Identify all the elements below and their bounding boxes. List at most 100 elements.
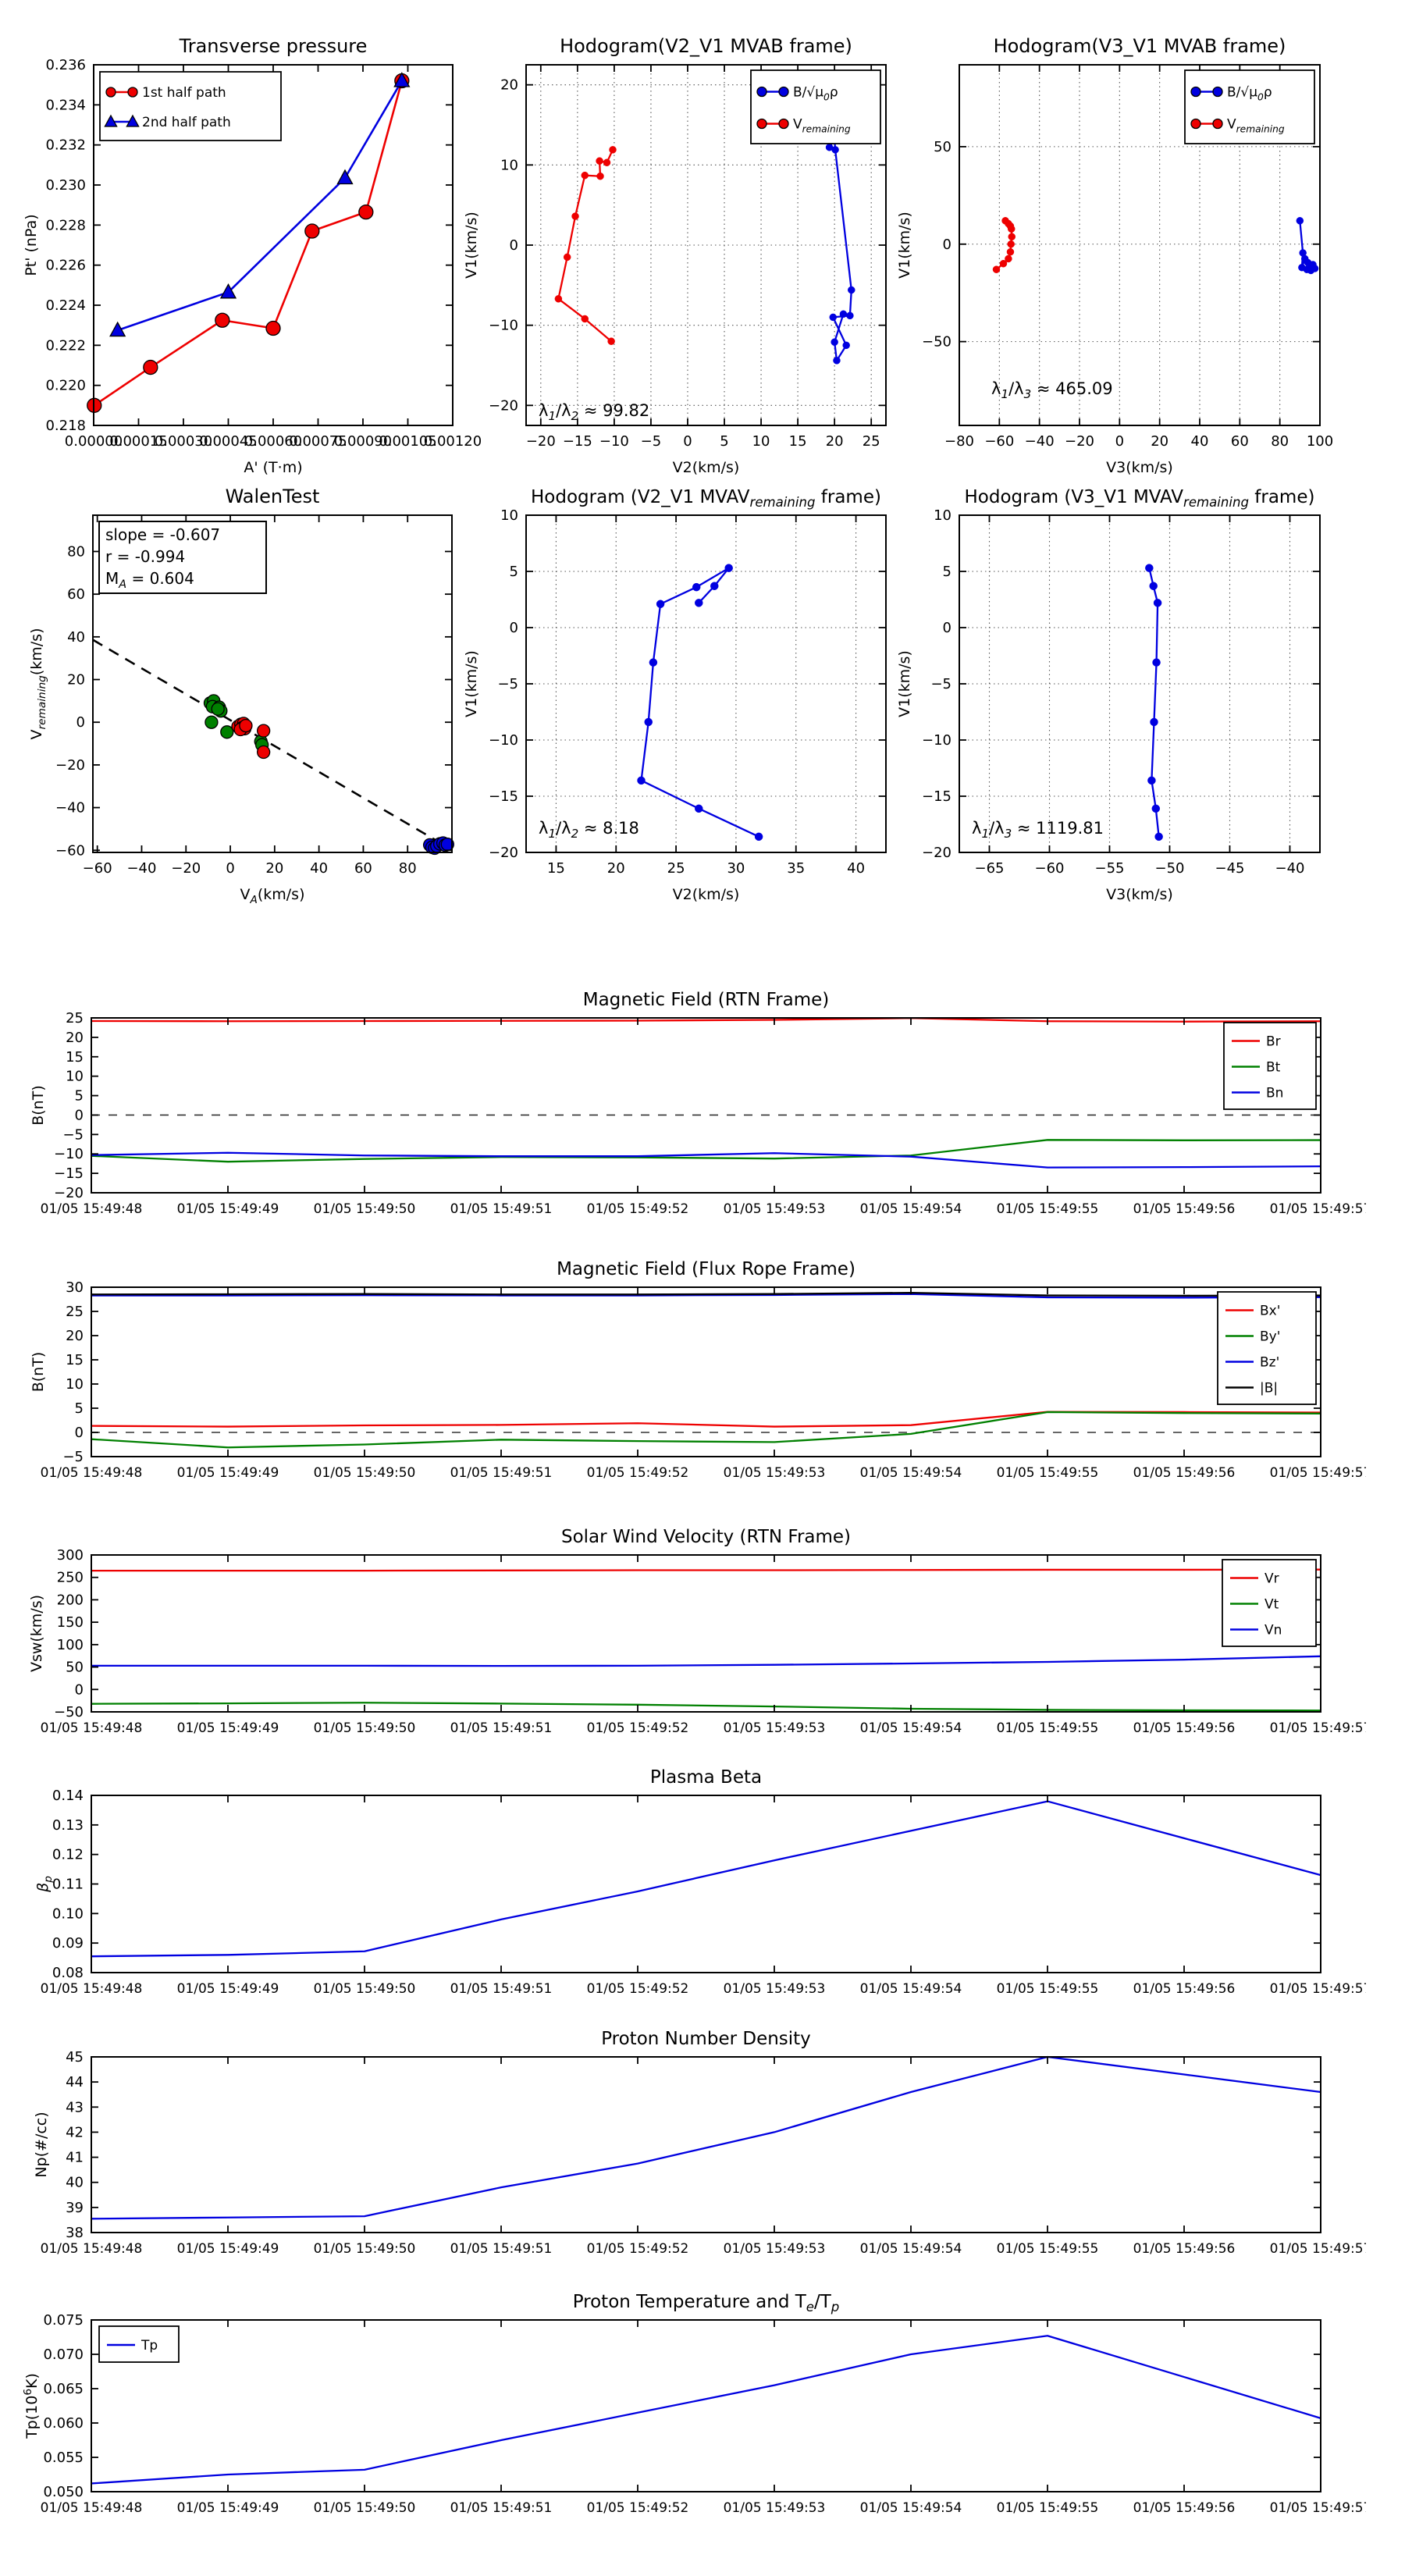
legend-label: |B|: [1260, 1381, 1278, 1397]
axes-frame: [91, 2319, 1321, 2492]
x-tick-label: 80: [399, 860, 417, 877]
y-tick-label: 150: [57, 1614, 84, 1631]
y-tick-label: −10: [54, 1146, 84, 1162]
x-tick-label: −20: [171, 860, 201, 877]
chart-hodogram-v2v1-mvav: 15 20 25 30 35 40 −20 −15 −10 −5 0 5 10 Hodogram (V2_…: [432, 465, 931, 930]
y-tick-label: 44: [66, 2074, 84, 2090]
axes-frame: [91, 1017, 1321, 1194]
y-tick-label: −15: [922, 788, 951, 805]
circle-marker: [1212, 118, 1223, 130]
chart-title: Plasma Beta: [650, 1767, 762, 1788]
y-tick-label: 60: [67, 586, 85, 603]
x-tick-label: 0.00105: [379, 433, 436, 450]
x-tick-label: −45: [1215, 860, 1245, 877]
series-b: [1296, 217, 1319, 275]
x-tick-label: 01/05 15:49:52: [587, 2241, 689, 2257]
x-tick-label: 01/05 15:49:51: [450, 1981, 553, 1997]
legend: Br Bt Bn: [1223, 1022, 1317, 1110]
circle-marker: [831, 146, 839, 154]
legend-label: B/√μ0ρ: [1227, 85, 1272, 103]
y-axis-label: B(nT): [30, 1352, 47, 1393]
triangle-marker: [393, 72, 411, 87]
x-axis-label: V3(km/s): [1106, 459, 1173, 476]
chart-svg-walen-test: −60 −40 −20 0 20 40 60 80 −60 −40 −20 0 20 40 60 80 Wale…: [28, 486, 454, 906]
y-tick-label: −5: [62, 1126, 84, 1143]
series-vremaining: [992, 217, 1016, 273]
y-tick-label: −20: [922, 845, 951, 861]
annotation: λ1/λ2 ≈ 8.18: [539, 819, 639, 841]
x-tick-label: 01/05 15:49:50: [314, 1201, 416, 1217]
y-tick-label: −50: [922, 334, 951, 350]
x-tick-label: 01/05 15:49:55: [997, 1465, 1099, 1481]
x-tick-label: 01/05 15:49:50: [314, 2241, 416, 2257]
legend-label: Bn: [1266, 1086, 1283, 1101]
circle-marker: [563, 253, 571, 262]
y-tick-label: −10: [922, 732, 951, 749]
circle-marker: [839, 310, 848, 318]
y-tick-label: 0.070: [43, 2347, 84, 2363]
y-tick-label: −20: [54, 1185, 84, 1201]
circle-marker: [756, 118, 767, 130]
chart-hodogram-v2v1-mvab: −20 −15 −10 −5 0 5 10 15 20 25 −20 −10 0 10 20 Hodogram…: [432, 15, 931, 503]
circle-marker: [695, 804, 703, 813]
x-tick-label: 10: [752, 433, 770, 450]
x-tick-label: 01/05 15:49:55: [997, 1201, 1099, 1217]
series-beta: [91, 1800, 1321, 1958]
circle-marker: [581, 315, 589, 323]
tick-marks: [526, 514, 886, 853]
y-tick-label: 10: [66, 1376, 84, 1393]
chart-svg-hodogram-v2v1-mvab: −20 −15 −10 −5 0 5 10 15 20 25 −20 −10 0 10 20 Hodogram…: [463, 35, 887, 476]
x-tick-label: 20: [265, 860, 283, 877]
y-tick-label: 5: [943, 564, 951, 580]
y-tick-label: 20: [67, 672, 85, 688]
x-tick-label: 01/05 15:49:53: [724, 1981, 826, 1997]
x-tick-label: 01/05 15:49:56: [1133, 1465, 1236, 1481]
x-tick-label: 01/05 15:49:54: [860, 1465, 962, 1481]
y-tick-label: −10: [489, 318, 518, 334]
y-tick-label: 38: [66, 2225, 84, 2241]
x-tick-label: 30: [727, 860, 745, 877]
circle-marker: [756, 86, 767, 98]
y-tick-label: 43: [66, 2099, 84, 2115]
chart-title: Solar Wind Velocity (RTN Frame): [561, 1527, 851, 1547]
x-tick-label: −80: [944, 433, 974, 450]
x-tick-label: 01/05 15:49:54: [860, 1720, 962, 1736]
x-tick-label: 100: [1307, 433, 1333, 450]
circle-marker: [1145, 564, 1154, 572]
x-tick-label: 20: [1151, 433, 1168, 450]
triangle-marker: [336, 169, 354, 185]
x-tick-label: 01/05 15:49:52: [587, 1465, 689, 1481]
circle-marker: [143, 359, 158, 375]
x-tick-label: 01/05 15:49:57: [1270, 2500, 1366, 2516]
y-tick-label: 20: [66, 1030, 84, 1046]
y-tick-label: 10: [500, 507, 518, 524]
x-tick-label: 0.00060: [244, 433, 302, 450]
x-tick-label: 01/05 15:49:50: [314, 1981, 416, 1997]
x-tick-label: 20: [826, 433, 844, 450]
x-tick-label: 01/05 15:49:56: [1133, 2500, 1236, 2516]
y-tick-label: 0.228: [45, 217, 86, 233]
circle-marker: [1151, 804, 1161, 813]
series-vr: [91, 1568, 1321, 1572]
x-tick-label: 01/05 15:49:54: [860, 1201, 962, 1217]
x-tick-label: 01/05 15:49:56: [1133, 1720, 1236, 1736]
x-tick-label: 01/05 15:49:56: [1133, 2241, 1236, 2257]
y-axis-label: Np(#/cc): [33, 2112, 50, 2177]
legend-label: Vremaining: [1227, 117, 1285, 135]
series-red-points: [231, 717, 271, 760]
y-tick-label: 0: [943, 620, 951, 636]
circle-marker: [637, 776, 646, 785]
circle-marker: [603, 158, 611, 167]
x-tick-label: 01/05 15:49:56: [1133, 1201, 1236, 1217]
x-tick-label: 01/05 15:49:53: [724, 2241, 826, 2257]
y-tick-label: 0.220: [45, 378, 86, 394]
y-tick-label: −5: [497, 676, 518, 692]
chart-hodogram-v3v1-mvab: −80 −60 −40 −20 0 20 40 60 80 100 −50 0 50 Hodogram(V…: [866, 15, 1365, 503]
x-tick-label: 25: [667, 860, 685, 877]
y-tick-label: 40: [67, 629, 85, 646]
y-tick-label: 0: [76, 714, 85, 731]
series-b: [825, 135, 855, 365]
x-tick-label: −50: [1155, 860, 1185, 877]
series-v-path: [637, 564, 763, 841]
series-bz': [91, 1293, 1321, 1299]
